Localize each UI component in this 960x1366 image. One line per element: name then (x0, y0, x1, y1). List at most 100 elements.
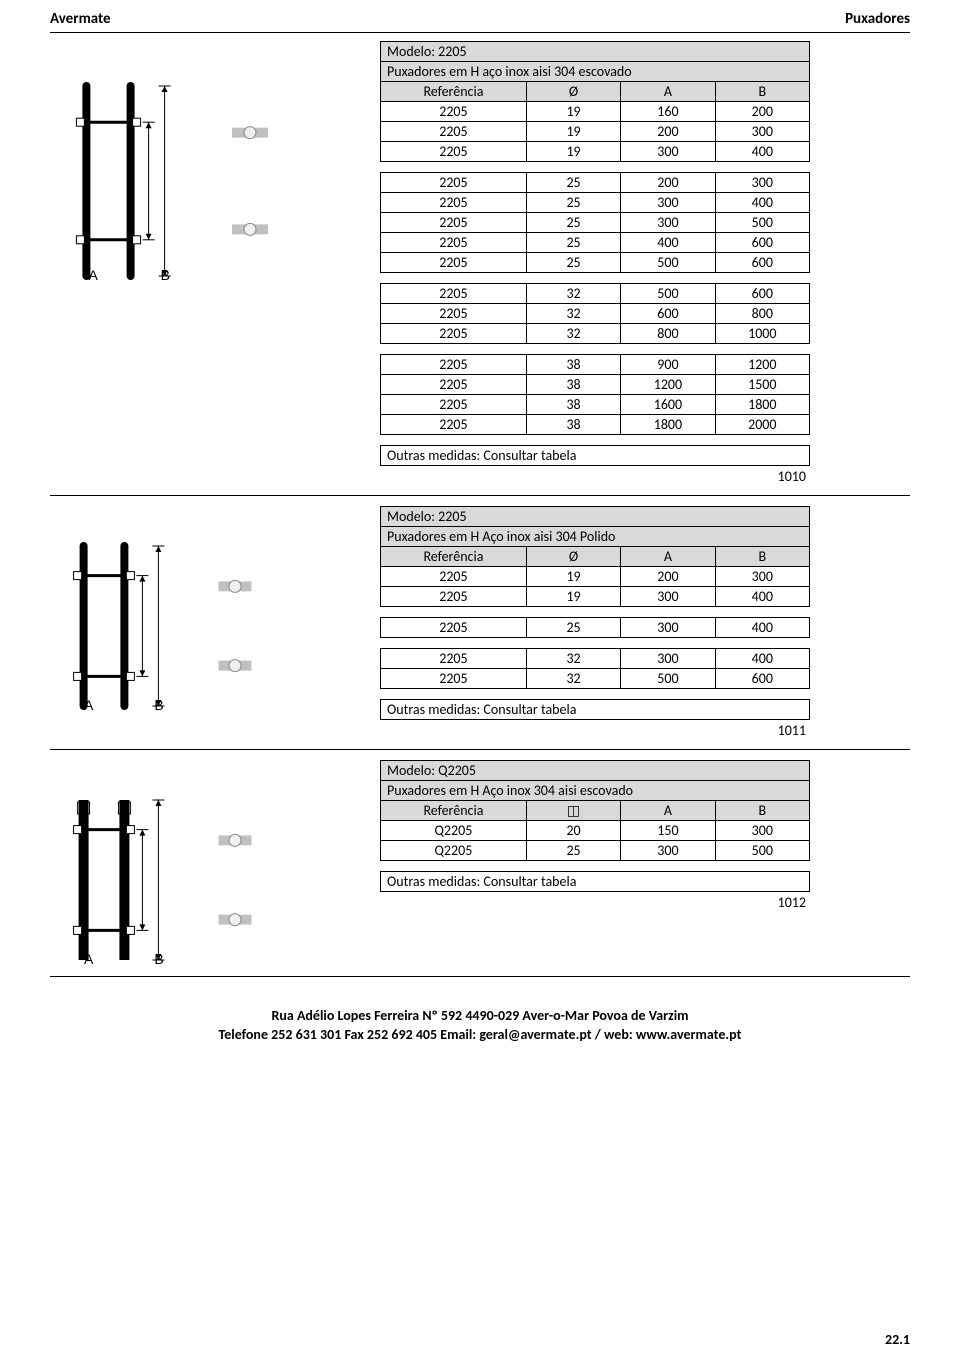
table-cell: 2000 (715, 415, 809, 435)
table-cell: 25 (526, 193, 620, 213)
table-cell: 38 (526, 355, 620, 375)
table-cell: 2205 (381, 649, 527, 669)
table-row: Q220520150300 (381, 821, 810, 841)
table-row: 220525300400 (381, 193, 810, 213)
header-rule (50, 32, 910, 33)
table-cell: 2205 (381, 324, 527, 344)
table-cell: 400 (715, 587, 809, 607)
col-header: B (715, 82, 809, 102)
note-cell: Outras medidas: Consultar tabela (381, 872, 810, 892)
table-cell: 600 (715, 669, 809, 689)
table-cell: 400 (715, 618, 809, 638)
col-header: A (621, 801, 715, 821)
table-cell: 32 (526, 284, 620, 304)
table-cell: 300 (621, 618, 715, 638)
footer-line-2: Telefone 252 631 301 Fax 252 692 405 Ema… (50, 1026, 910, 1043)
table-cell: 300 (715, 567, 809, 587)
table-cell: 300 (715, 122, 809, 142)
table-row: 220532600800 (381, 304, 810, 324)
page-number: 22.1 (885, 1331, 910, 1348)
handle-photo (180, 536, 290, 716)
table-cell: 1200 (621, 375, 715, 395)
table-cell: 600 (715, 284, 809, 304)
col-header: Referência (381, 547, 527, 567)
table-cell: 150 (621, 821, 715, 841)
note-table: Outras medidas: Consultar tabela (380, 699, 810, 720)
header-left: Avermate (50, 10, 111, 28)
col-header: B (715, 547, 809, 567)
table-row: 220525200300 (381, 173, 810, 193)
table-cell: 1800 (715, 395, 809, 415)
table-cell: 2205 (381, 284, 527, 304)
section-code: 1011 (380, 720, 810, 743)
table-row: 220519160200 (381, 102, 810, 122)
model-desc: Puxadores em H Aço inox 304 aisi escovad… (381, 781, 810, 801)
table-cell: 19 (526, 122, 620, 142)
table-row: 2205389001200 (381, 355, 810, 375)
table-cell: 2205 (381, 233, 527, 253)
data-table: 220525300400 (380, 617, 810, 638)
table-cell: 2205 (381, 213, 527, 233)
table-row: 22053816001800 (381, 395, 810, 415)
page-footer: Rua Adélio Lopes Ferreira Nº 592 4490-02… (50, 1007, 910, 1043)
table-row: 220532500600 (381, 669, 810, 689)
table-cell: 500 (621, 284, 715, 304)
model-desc: Puxadores em H aço inox aisi 304 escovad… (381, 62, 810, 82)
table-row: 220532300400 (381, 649, 810, 669)
product-section: A B Modelo: 2205 Puxadores em H Aço inox… (50, 506, 910, 743)
table-cell: 300 (621, 649, 715, 669)
table-cell: 200 (621, 173, 715, 193)
table-cell: 800 (715, 304, 809, 324)
table-cell: 2205 (381, 375, 527, 395)
table-cell: 300 (715, 173, 809, 193)
table-cell: 2205 (381, 587, 527, 607)
table-cell: 2205 (381, 142, 527, 162)
table-cell: 500 (715, 213, 809, 233)
table-cell: 38 (526, 415, 620, 435)
svg-text:A: A (89, 267, 99, 283)
footer-line-1: Rua Adélio Lopes Ferreira Nº 592 4490-02… (50, 1007, 910, 1024)
table-cell: 20 (526, 821, 620, 841)
table-row: 220525500600 (381, 253, 810, 273)
table-cell: 2205 (381, 618, 527, 638)
handle-photo (190, 71, 310, 291)
svg-text:B: B (154, 951, 163, 967)
data-table: 2205389001200220538120015002205381600180… (380, 354, 810, 435)
svg-text:B: B (154, 697, 163, 713)
model-header-table: Modelo: Q2205 Puxadores em H Aço inox 30… (380, 760, 810, 861)
table-cell: 1800 (621, 415, 715, 435)
model-label: Modelo: 2205 (381, 507, 810, 527)
table-row: Q220525300500 (381, 841, 810, 861)
model-label: Modelo: Q2205 (381, 761, 810, 781)
svg-text:B: B (161, 267, 170, 283)
product-images: A B (50, 506, 360, 716)
note-cell: Outras medidas: Consultar tabela (381, 446, 810, 466)
table-cell: 2205 (381, 122, 527, 142)
table-cell: 19 (526, 142, 620, 162)
product-tables: Modelo: 2205 Puxadores em H aço inox ais… (380, 41, 810, 489)
model-label: Modelo: 2205 (381, 42, 810, 62)
product-tables: Modelo: 2205 Puxadores em H Aço inox ais… (380, 506, 810, 743)
table-cell: 25 (526, 233, 620, 253)
table-cell: 800 (621, 324, 715, 344)
table-cell: 2205 (381, 173, 527, 193)
data-table: 2205325006002205326008002205328001000 (380, 283, 810, 344)
table-cell: 200 (621, 122, 715, 142)
table-cell: 32 (526, 649, 620, 669)
table-cell: 2205 (381, 253, 527, 273)
table-cell: 200 (621, 567, 715, 587)
table-cell: 300 (621, 841, 715, 861)
model-header-table: Modelo: 2205 Puxadores em H aço inox ais… (380, 41, 810, 162)
product-images: A B (50, 760, 360, 970)
table-row: 220519200300 (381, 122, 810, 142)
handle-photo (180, 790, 290, 970)
model-desc: Puxadores em H Aço inox aisi 304 Polido (381, 527, 810, 547)
table-cell: 500 (715, 841, 809, 861)
table-row: 220525300500 (381, 213, 810, 233)
table-cell: 600 (715, 253, 809, 273)
table-cell: 1600 (621, 395, 715, 415)
table-row: 220525400600 (381, 233, 810, 253)
col-header: Referência (381, 82, 527, 102)
table-cell: 19 (526, 102, 620, 122)
handle-diagram: A B (50, 536, 170, 716)
